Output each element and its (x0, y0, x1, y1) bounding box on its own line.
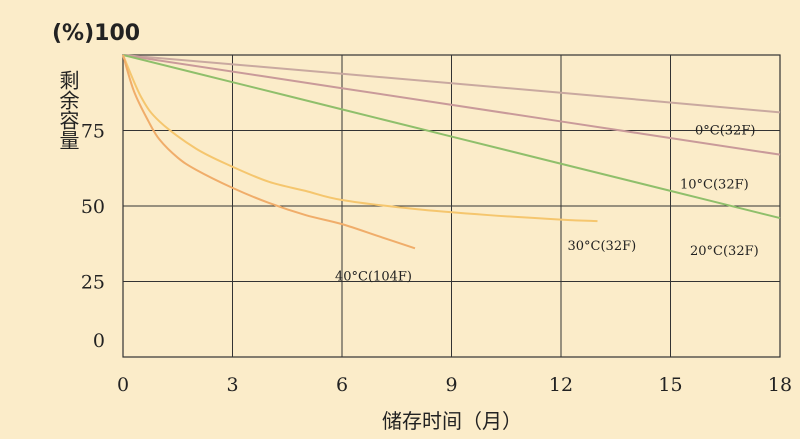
x-axis-label: 储存时间（月） (382, 409, 522, 433)
y-axis-label: 剩余容量 (56, 70, 80, 150)
y-tick-label: 0 (93, 330, 105, 352)
x-tick-label: 3 (226, 374, 238, 396)
y-tick-label: 50 (81, 196, 105, 218)
series-annotation: 20°C(32F) (690, 244, 759, 259)
series-annotation: 10°C(32F) (680, 178, 749, 193)
x-tick-label: 18 (768, 374, 792, 396)
x-tick-label: 12 (549, 374, 573, 396)
series-annotation: 40°C(104F) (335, 269, 412, 284)
y-tick-label: 75 (81, 121, 105, 143)
series-lines (122, 54, 781, 250)
chart-title: (%)100 (52, 21, 140, 46)
x-tick-label: 9 (445, 374, 457, 396)
series-line-1 (122, 54, 781, 156)
series-line-0 (122, 54, 781, 114)
x-tick-label: 15 (658, 374, 682, 396)
series-annotation: 0°C(32F) (695, 123, 755, 138)
x-tick-label: 6 (336, 374, 348, 396)
grid (122, 54, 781, 358)
series-annotation: 30°C(32F) (568, 239, 637, 254)
tick-labels: 0 3 6 9 12 15 18 0 25 50 75 (81, 121, 792, 397)
x-tick-label: 0 (117, 374, 129, 396)
series-line-3 (122, 54, 598, 223)
series-line-4 (122, 54, 416, 250)
series-line-2 (122, 54, 781, 220)
series-annotations: 0°C(32F) 10°C(32F) 20°C(32F) 30°C(32F) 40°C(… (335, 123, 759, 284)
y-tick-label: 25 (81, 272, 105, 294)
